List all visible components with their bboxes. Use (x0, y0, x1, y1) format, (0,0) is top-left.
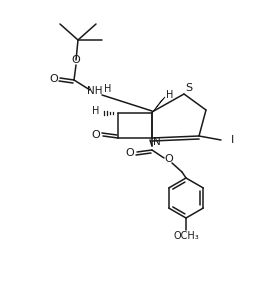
Text: O: O (165, 154, 173, 164)
Text: O: O (126, 148, 134, 158)
Text: S: S (185, 83, 193, 93)
Text: H: H (166, 90, 174, 100)
Polygon shape (152, 97, 165, 113)
Text: H: H (104, 84, 112, 94)
Text: I: I (230, 135, 234, 145)
Text: OCH₃: OCH₃ (173, 231, 199, 241)
Text: H: H (92, 106, 100, 116)
Text: N: N (153, 137, 161, 147)
Text: O: O (92, 130, 100, 140)
Text: NH: NH (87, 86, 103, 96)
Text: O: O (72, 55, 80, 65)
Text: O: O (50, 74, 58, 84)
